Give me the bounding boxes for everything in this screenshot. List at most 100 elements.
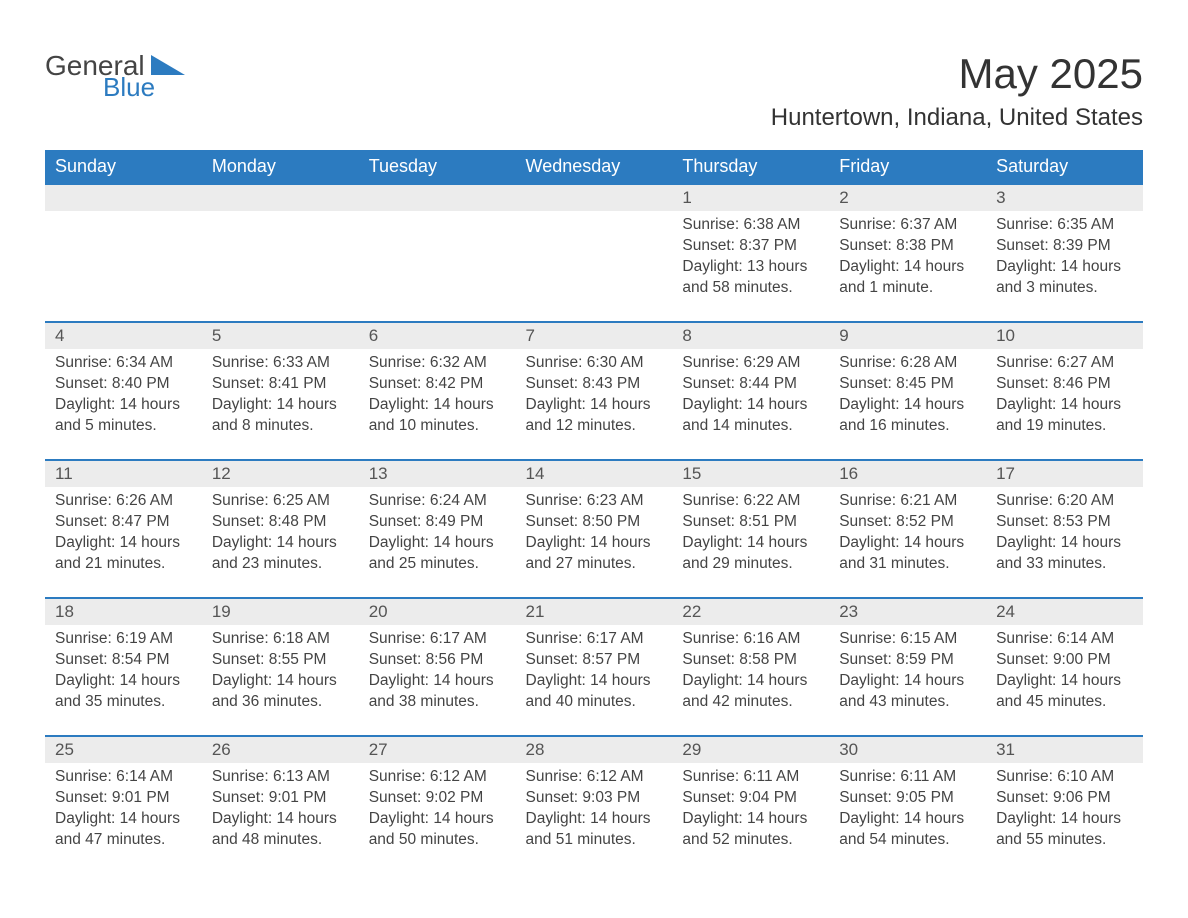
day-details: Sunrise: 6:10 AMSunset: 9:06 PMDaylight:… (986, 763, 1143, 855)
daylight-label: Daylight: (55, 672, 120, 689)
sunrise-value: 6:30 AM (587, 354, 644, 371)
sunrise-label: Sunrise: (682, 768, 743, 785)
sunrise-value: 6:20 AM (1057, 492, 1114, 509)
daylight-label: Daylight: (682, 534, 747, 551)
sunrise-value: 6:19 AM (116, 630, 173, 647)
sunset-value: 9:05 PM (896, 789, 954, 806)
daylight-label: Daylight: (839, 258, 904, 275)
calendar-day-cell: 8Sunrise: 6:29 AMSunset: 8:44 PMDaylight… (672, 322, 829, 460)
calendar-day-cell: 31Sunrise: 6:10 AMSunset: 9:06 PMDayligh… (986, 736, 1143, 874)
daylight-label: Daylight: (212, 396, 277, 413)
sunrise-line: Sunrise: 6:35 AM (996, 215, 1133, 236)
calendar-day-cell: 14Sunrise: 6:23 AMSunset: 8:50 PMDayligh… (516, 460, 673, 598)
calendar-week-row: 25Sunrise: 6:14 AMSunset: 9:01 PMDayligh… (45, 736, 1143, 874)
day-details: Sunrise: 6:23 AMSunset: 8:50 PMDaylight:… (516, 487, 673, 579)
sunrise-line: Sunrise: 6:24 AM (369, 491, 506, 512)
sunset-line: Sunset: 9:01 PM (212, 788, 349, 809)
sunrise-label: Sunrise: (526, 492, 587, 509)
sunset-value: 8:41 PM (269, 375, 327, 392)
sunset-value: 8:55 PM (269, 651, 327, 668)
daylight-label: Daylight: (369, 810, 434, 827)
sunrise-line: Sunrise: 6:11 AM (682, 767, 819, 788)
day-number: 4 (45, 323, 202, 349)
calendar-day-cell: 23Sunrise: 6:15 AMSunset: 8:59 PMDayligh… (829, 598, 986, 736)
sunrise-label: Sunrise: (996, 492, 1057, 509)
day-number: 9 (829, 323, 986, 349)
day-number: 25 (45, 737, 202, 763)
daylight-line: Daylight: 14 hours and 55 minutes. (996, 809, 1133, 851)
sunrise-line: Sunrise: 6:13 AM (212, 767, 349, 788)
day-number: 14 (516, 461, 673, 487)
sunrise-line: Sunrise: 6:11 AM (839, 767, 976, 788)
sunrise-value: 6:12 AM (587, 768, 644, 785)
day-of-week-header: Sunday (45, 150, 202, 184)
sunset-value: 8:38 PM (896, 237, 954, 254)
sunset-line: Sunset: 8:44 PM (682, 374, 819, 395)
day-details: Sunrise: 6:38 AMSunset: 8:37 PMDaylight:… (672, 211, 829, 303)
daylight-line: Daylight: 14 hours and 33 minutes. (996, 533, 1133, 575)
day-number: 27 (359, 737, 516, 763)
sunset-value: 8:39 PM (1053, 237, 1111, 254)
sunrise-label: Sunrise: (682, 492, 743, 509)
sunrise-label: Sunrise: (55, 492, 116, 509)
day-of-week-header-row: SundayMondayTuesdayWednesdayThursdayFrid… (45, 150, 1143, 184)
calendar-table: SundayMondayTuesdayWednesdayThursdayFrid… (45, 150, 1143, 874)
day-number: 26 (202, 737, 359, 763)
day-details: Sunrise: 6:20 AMSunset: 8:53 PMDaylight:… (986, 487, 1143, 579)
sunrise-value: 6:25 AM (273, 492, 330, 509)
sunrise-value: 6:26 AM (116, 492, 173, 509)
sunrise-value: 6:18 AM (273, 630, 330, 647)
day-number: 23 (829, 599, 986, 625)
sunrise-label: Sunrise: (682, 216, 743, 233)
sunset-value: 8:56 PM (426, 651, 484, 668)
sunrise-line: Sunrise: 6:30 AM (526, 353, 663, 374)
daylight-line: Daylight: 14 hours and 16 minutes. (839, 395, 976, 437)
sunset-value: 8:45 PM (896, 375, 954, 392)
daylight-line: Daylight: 14 hours and 8 minutes. (212, 395, 349, 437)
sunrise-line: Sunrise: 6:34 AM (55, 353, 192, 374)
day-details: Sunrise: 6:34 AMSunset: 8:40 PMDaylight:… (45, 349, 202, 441)
daylight-label: Daylight: (839, 810, 904, 827)
sunset-label: Sunset: (212, 789, 269, 806)
sunrise-line: Sunrise: 6:19 AM (55, 629, 192, 650)
sunrise-line: Sunrise: 6:20 AM (996, 491, 1133, 512)
daylight-line: Daylight: 14 hours and 31 minutes. (839, 533, 976, 575)
sunset-label: Sunset: (369, 789, 426, 806)
logo: General Blue (45, 50, 185, 103)
daylight-label: Daylight: (996, 534, 1061, 551)
sunrise-value: 6:14 AM (1057, 630, 1114, 647)
day-number: 18 (45, 599, 202, 625)
daylight-line: Daylight: 13 hours and 58 minutes. (682, 257, 819, 299)
day-number: 1 (672, 185, 829, 211)
daylight-label: Daylight: (212, 810, 277, 827)
calendar-day-cell: 17Sunrise: 6:20 AMSunset: 8:53 PMDayligh… (986, 460, 1143, 598)
calendar-day-cell: 15Sunrise: 6:22 AMSunset: 8:51 PMDayligh… (672, 460, 829, 598)
calendar-day-cell: 19Sunrise: 6:18 AMSunset: 8:55 PMDayligh… (202, 598, 359, 736)
sunset-value: 8:51 PM (739, 513, 797, 530)
sunrise-value: 6:21 AM (900, 492, 957, 509)
daylight-line: Daylight: 14 hours and 43 minutes. (839, 671, 976, 713)
sunset-label: Sunset: (55, 375, 112, 392)
sunrise-label: Sunrise: (55, 768, 116, 785)
sunset-line: Sunset: 8:40 PM (55, 374, 192, 395)
calendar-day-cell: 10Sunrise: 6:27 AMSunset: 8:46 PMDayligh… (986, 322, 1143, 460)
sunrise-line: Sunrise: 6:28 AM (839, 353, 976, 374)
daylight-line: Daylight: 14 hours and 5 minutes. (55, 395, 192, 437)
sunrise-value: 6:12 AM (430, 768, 487, 785)
sunrise-line: Sunrise: 6:38 AM (682, 215, 819, 236)
sunrise-value: 6:24 AM (430, 492, 487, 509)
sunset-label: Sunset: (996, 789, 1053, 806)
day-details: Sunrise: 6:17 AMSunset: 8:57 PMDaylight:… (516, 625, 673, 717)
day-details: Sunrise: 6:15 AMSunset: 8:59 PMDaylight:… (829, 625, 986, 717)
sunrise-line: Sunrise: 6:12 AM (526, 767, 663, 788)
day-number: 22 (672, 599, 829, 625)
sunrise-label: Sunrise: (839, 492, 900, 509)
sunset-label: Sunset: (369, 651, 426, 668)
sunset-line: Sunset: 8:38 PM (839, 236, 976, 257)
day-number: 6 (359, 323, 516, 349)
day-number: 2 (829, 185, 986, 211)
day-number: 30 (829, 737, 986, 763)
day-number: 16 (829, 461, 986, 487)
sunset-label: Sunset: (212, 375, 269, 392)
sunset-line: Sunset: 8:52 PM (839, 512, 976, 533)
